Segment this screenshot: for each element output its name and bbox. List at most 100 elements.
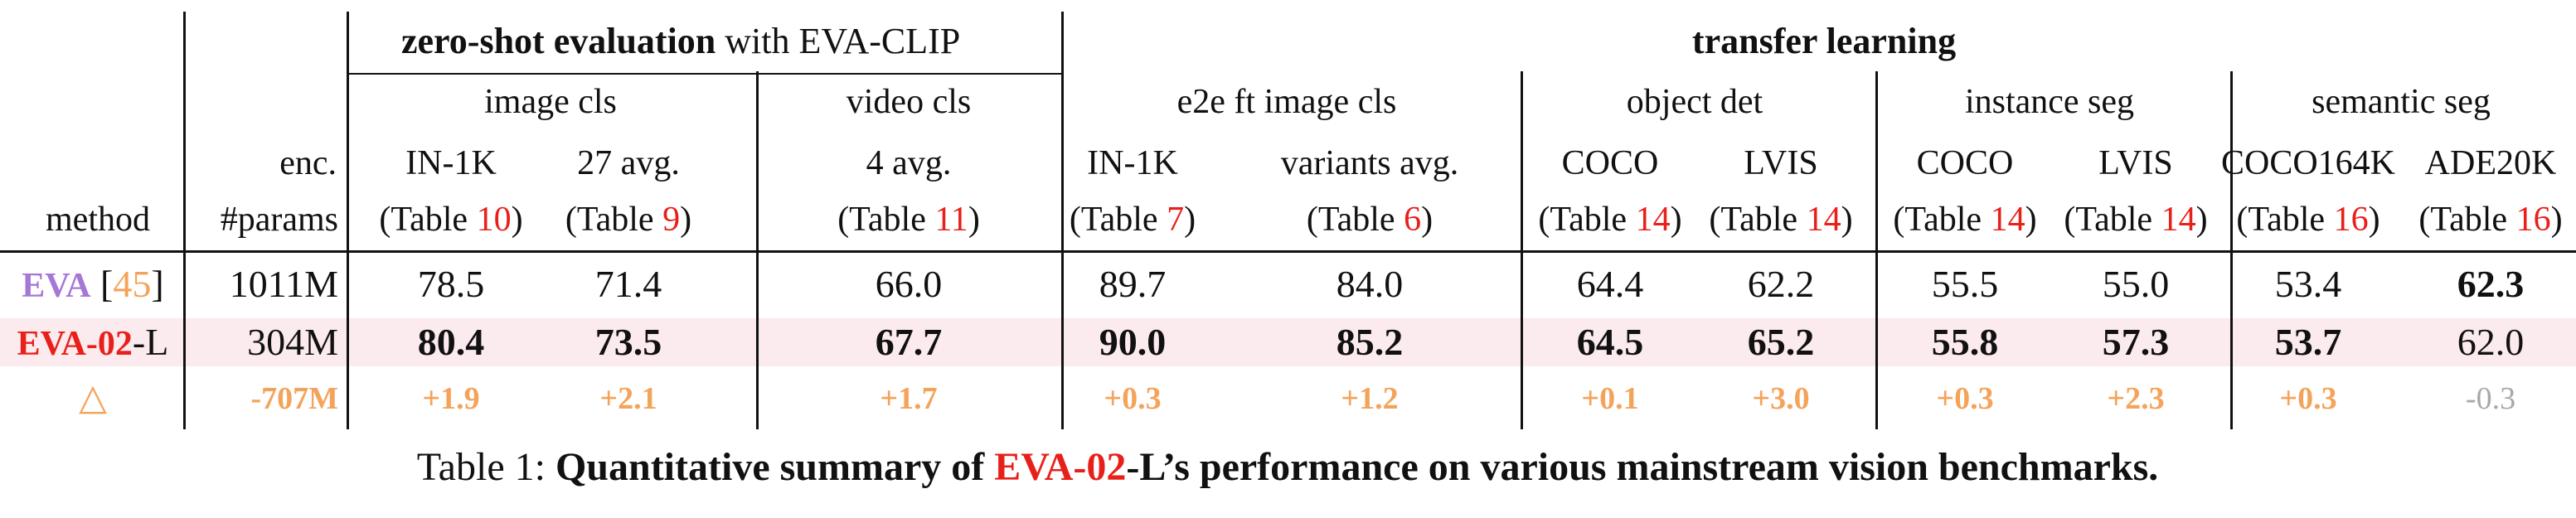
- group-video-cls: video cls: [846, 83, 972, 121]
- table-ref-word: (Table: [837, 201, 935, 239]
- group-instance-seg: instance seg: [1964, 83, 2135, 121]
- value-cell-best: 67.7: [875, 321, 943, 363]
- table-ref-close: ): [2550, 201, 2563, 239]
- delta-cell: +1.9: [422, 381, 480, 416]
- table-ref-link[interactable]: 9: [662, 201, 681, 239]
- value-cell-best: 80.4: [417, 321, 485, 363]
- method-eva: EVA [45]: [22, 263, 163, 305]
- table-ref-word: (Table: [565, 201, 663, 239]
- table-ref-link[interactable]: 14: [2161, 201, 2196, 239]
- delta-cell: +0.3: [1104, 381, 1162, 416]
- table-ref-link[interactable]: 16: [2515, 201, 2551, 239]
- table-ref-link[interactable]: 10: [476, 201, 512, 239]
- table-ref-word: (Table: [1069, 201, 1167, 239]
- bench-6: LVIS: [1744, 144, 1818, 182]
- caption-red: EVA-02: [994, 445, 1127, 489]
- group-e2e-ft: e2e ft image cls: [1176, 83, 1397, 121]
- table-ref-10: (Table 16): [2418, 202, 2562, 237]
- table-ref-link[interactable]: 14: [1990, 201, 2025, 239]
- table-ref-link[interactable]: 6: [1404, 201, 1422, 239]
- transfer-learning-title: transfer learning: [1691, 21, 1957, 61]
- table-ref-link[interactable]: 16: [2333, 201, 2369, 239]
- table-ref-4: (Table 6): [1307, 202, 1433, 237]
- method-eva-name: EVA: [22, 267, 91, 305]
- table-ref-6: (Table 14): [1709, 202, 1852, 237]
- table-ref-close: ): [511, 201, 523, 239]
- divider-objdet-instseg: [1875, 71, 1878, 429]
- delta-cell: +1.7: [880, 381, 938, 416]
- value-cell-best: 57.3: [2102, 321, 2170, 363]
- table-ref-word: (Table: [1709, 201, 1807, 239]
- table-ref-5: (Table 14): [1538, 202, 1681, 237]
- bench-3: IN-1K: [1087, 144, 1178, 182]
- params-delta: -707M: [250, 381, 338, 416]
- divider-imagecls-videocls: [756, 71, 759, 429]
- value-cell: 71.4: [594, 263, 662, 305]
- zero-shot-title-bold: zero-shot evaluation: [401, 21, 716, 61]
- bench-2: 4 avg.: [866, 144, 952, 182]
- value-cell-best: 62.3: [2457, 263, 2525, 305]
- table-ref-close: ): [2195, 201, 2208, 239]
- table-ref-close: ): [680, 201, 692, 239]
- zero-shot-underline: [348, 73, 1063, 75]
- value-cell: 62.0: [2457, 321, 2525, 363]
- delta-cell: +2.1: [599, 381, 657, 416]
- value-cell: 66.0: [875, 263, 943, 305]
- method-eva02: EVA-02-L: [17, 321, 169, 363]
- value-cell: 78.5: [417, 263, 485, 305]
- table-ref-word: (Table: [1893, 201, 1991, 239]
- value-cell: 55.0: [2102, 263, 2170, 305]
- delta-cell: +0.1: [1581, 381, 1639, 416]
- table-ref-8: (Table 14): [2064, 202, 2207, 237]
- bench-4: variants avg.: [1280, 144, 1459, 182]
- table-ref-close: ): [2025, 201, 2037, 239]
- params-eva: 1011M: [229, 263, 338, 305]
- enc-label: enc.: [279, 144, 337, 182]
- method-eva02-name: EVA-02: [17, 325, 133, 363]
- table-ref-link[interactable]: 7: [1167, 201, 1185, 239]
- bench-0: IN-1K: [405, 144, 497, 182]
- citation-link[interactable]: 45: [113, 263, 152, 305]
- value-cell-best: 73.5: [594, 321, 662, 363]
- table-ref-close: ): [1841, 201, 1853, 239]
- table-ref-link[interactable]: 14: [1806, 201, 1841, 239]
- zero-shot-title: zero-shot evaluation with EVA-CLIP: [401, 23, 960, 60]
- group-semantic-seg: semantic seg: [2312, 83, 2491, 121]
- delta-cell: +0.3: [1936, 381, 1994, 416]
- header-rule: [0, 250, 2576, 253]
- delta-cell: +3.0: [1752, 381, 1810, 416]
- group-image-cls: image cls: [484, 83, 617, 121]
- value-cell: 55.5: [1931, 263, 1999, 305]
- value-cell: 53.4: [2274, 263, 2342, 305]
- delta-cell: +0.3: [2279, 381, 2337, 416]
- table-ref-close: ): [1184, 201, 1196, 239]
- method-eva02-suffix: -L: [132, 321, 169, 363]
- params-eva02: 304M: [247, 321, 338, 363]
- table-ref-word: (Table: [2064, 201, 2161, 239]
- table-ref-word: (Table: [1538, 201, 1636, 239]
- delta-cell: +2.3: [2107, 381, 2165, 416]
- bench-7: COCO: [1916, 144, 2014, 182]
- table-ref-link[interactable]: 11: [934, 201, 968, 239]
- table-ref-link[interactable]: 14: [1635, 201, 1671, 239]
- divider-instseg-semseg: [2230, 71, 2233, 429]
- divider-e2e-objdet: [1521, 71, 1523, 429]
- value-cell-best: 85.2: [1336, 321, 1404, 363]
- highlight-row-band: [0, 318, 2576, 366]
- bench-8: LVIS: [2098, 144, 2173, 182]
- delta-symbol: △: [79, 377, 107, 418]
- divider-method: [183, 12, 186, 429]
- delta-cell-negative: -0.3: [2465, 381, 2516, 416]
- value-cell-best: 55.8: [1931, 321, 1999, 363]
- table-ref-0: (Table 10): [379, 202, 522, 237]
- table-ref-word: (Table: [1306, 201, 1404, 239]
- table-ref-close: ): [2368, 201, 2380, 239]
- value-cell-best: 90.0: [1099, 321, 1167, 363]
- divider-params: [347, 12, 349, 429]
- table-ref-word: (Table: [2418, 201, 2516, 239]
- table-ref-3: (Table 7): [1070, 202, 1196, 237]
- caption-prefix: Table 1:: [416, 445, 555, 489]
- table-ref-word: (Table: [2236, 201, 2334, 239]
- caption-bold-b: -L’s performance on various mainstream v…: [1126, 445, 2159, 489]
